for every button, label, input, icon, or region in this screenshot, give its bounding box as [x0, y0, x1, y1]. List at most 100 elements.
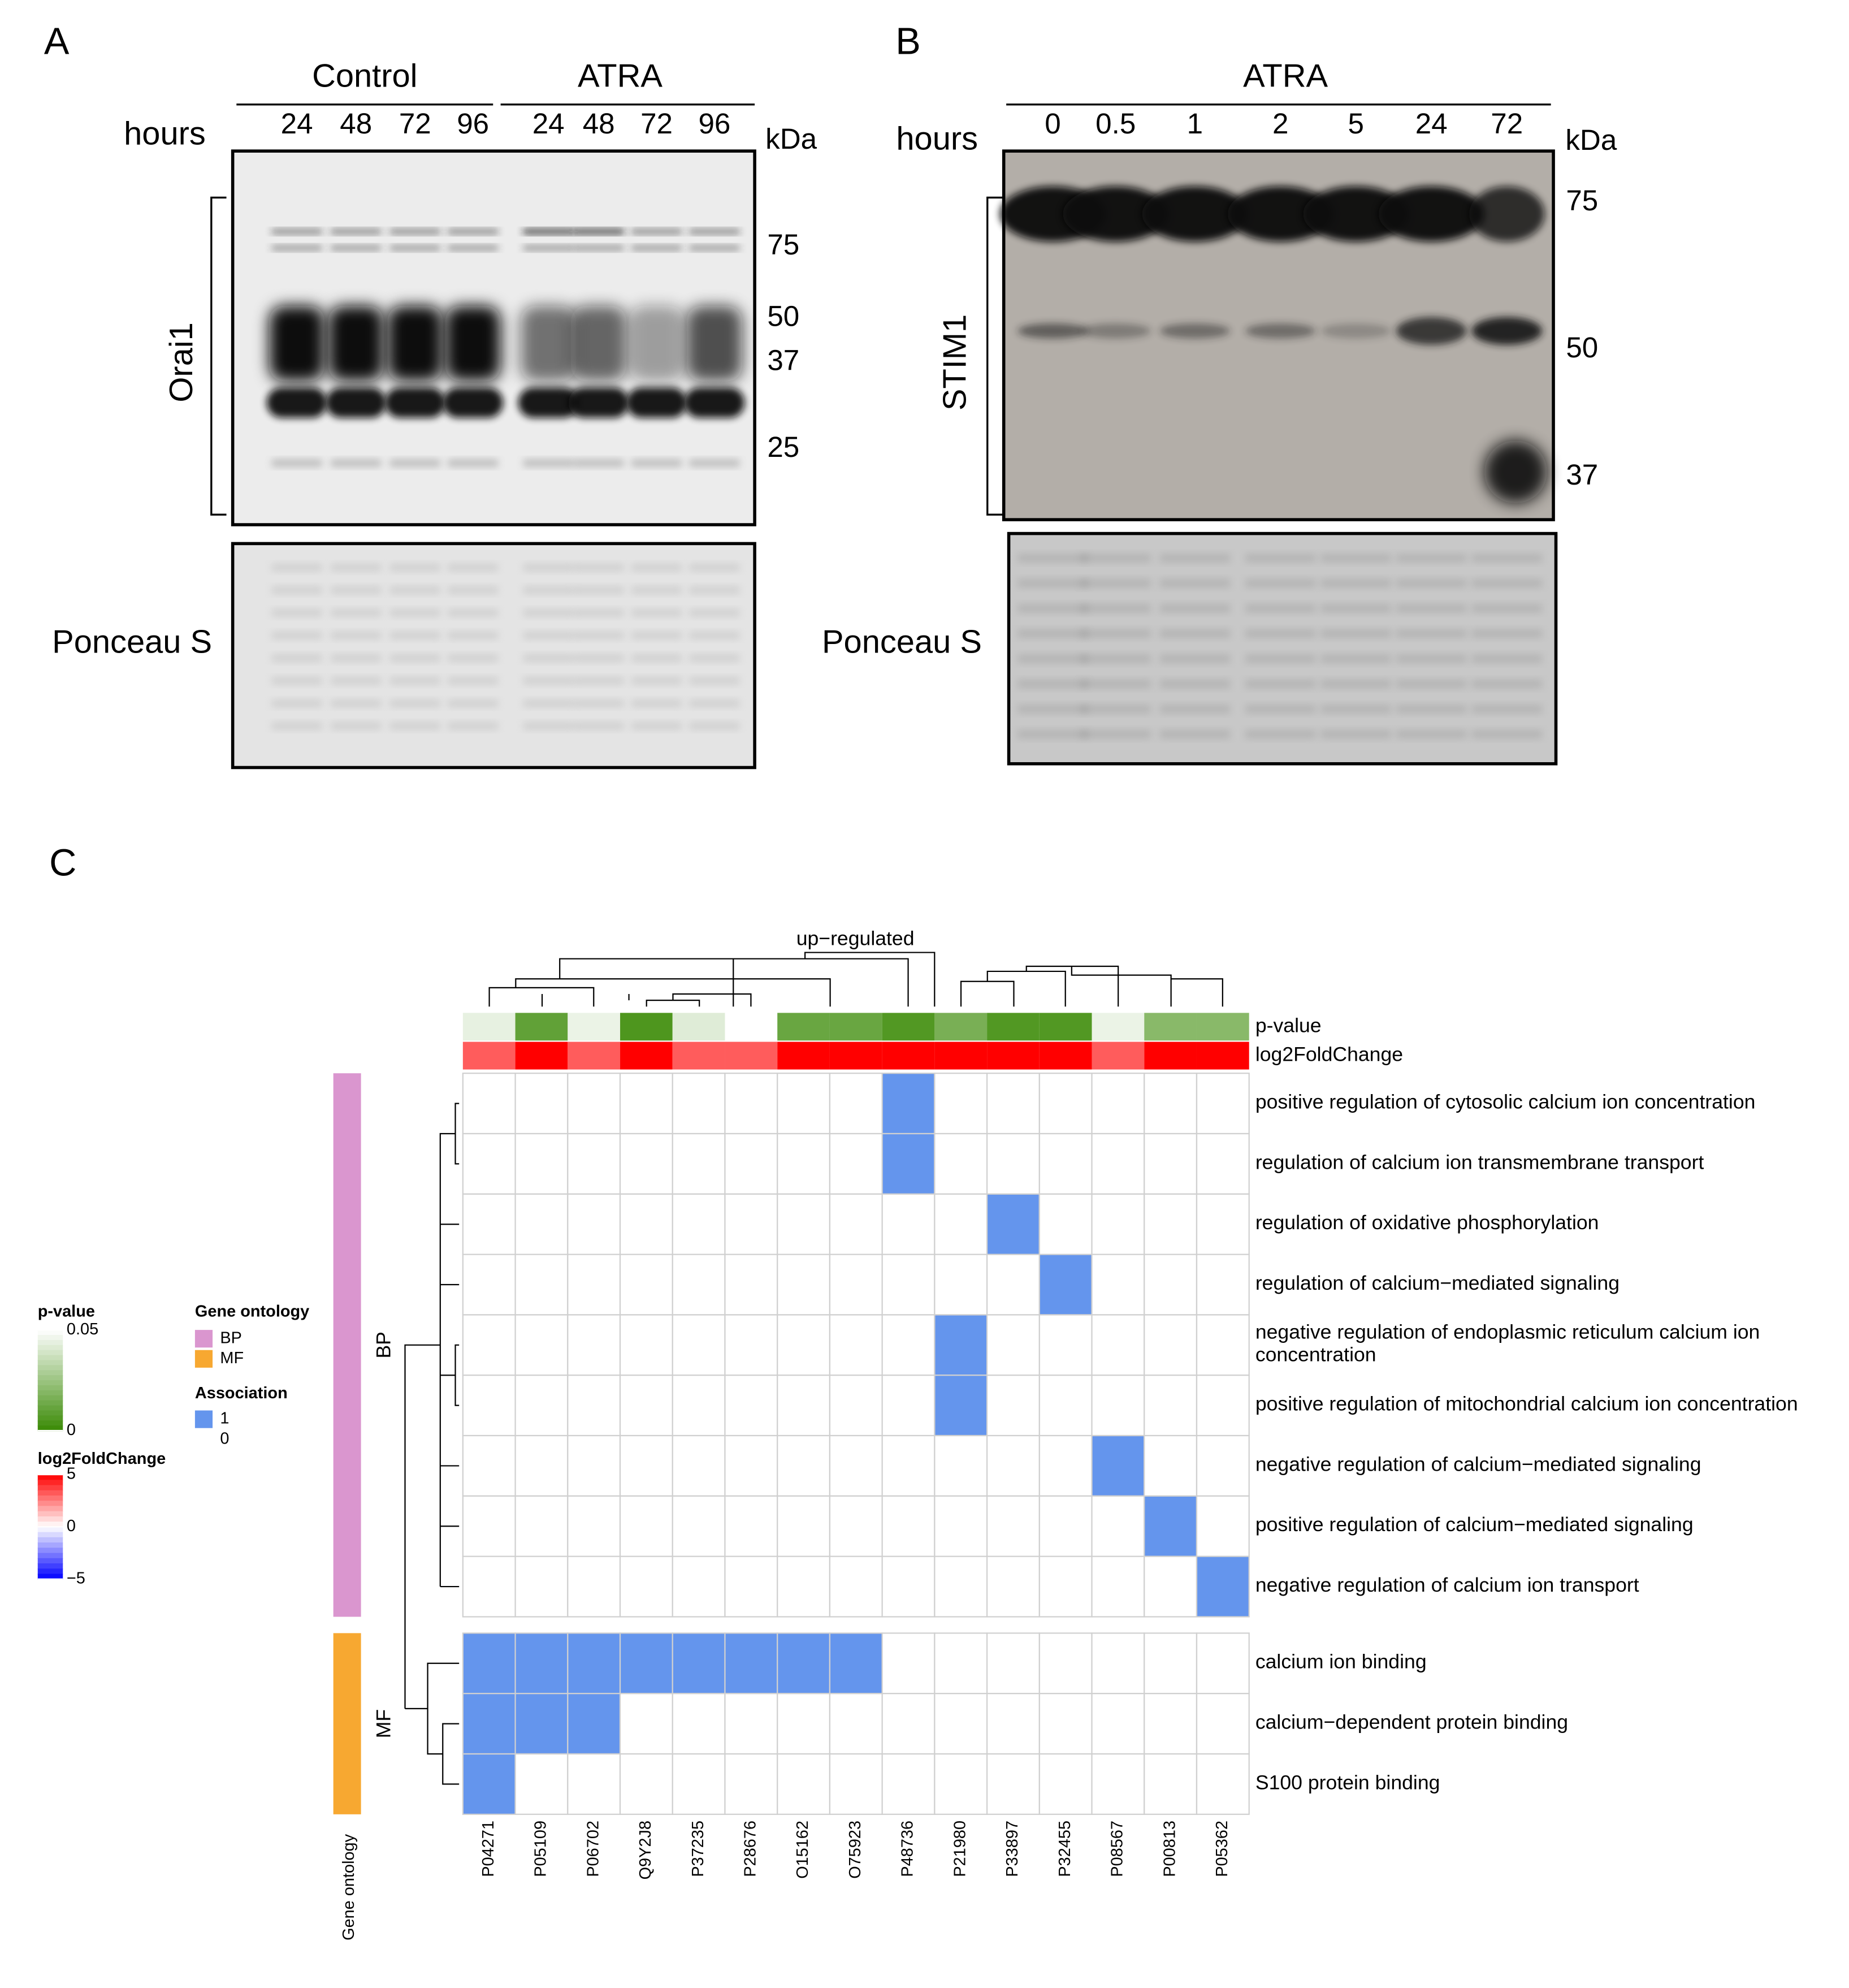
stain [1080, 554, 1151, 563]
lane-label: 5 [1348, 107, 1364, 140]
heatmap-cell [881, 1495, 936, 1557]
band [1303, 186, 1409, 242]
stain [631, 563, 682, 572]
heatmap-cell [1196, 1193, 1250, 1255]
legend-title: Gene ontology [195, 1303, 309, 1321]
stain [631, 677, 682, 685]
stain [331, 699, 382, 707]
heatmap-cell [777, 1073, 831, 1135]
stain [1080, 679, 1151, 689]
stain [573, 722, 624, 730]
heatmap-cell [829, 1693, 883, 1755]
hours-label: hours [896, 121, 978, 157]
heatmap-cell [514, 1375, 569, 1437]
legend-gradient [37, 1380, 63, 1386]
band [1245, 323, 1316, 339]
annotation-label: log2FoldChange [1255, 1043, 1403, 1065]
stain [1245, 729, 1316, 739]
legend-label: BP [220, 1329, 242, 1347]
annotation-cell [1092, 1041, 1145, 1070]
annotation-cell [462, 1041, 516, 1070]
legend-gradient [37, 1522, 63, 1528]
heatmap-cell [934, 1254, 988, 1316]
band [521, 305, 577, 382]
stain [1017, 604, 1088, 613]
heatmap-cell [881, 1193, 936, 1255]
stain [1080, 578, 1151, 588]
stain [1245, 679, 1316, 689]
legend-gradient [37, 1558, 63, 1565]
column-label: O15162 [794, 1821, 812, 1879]
heatmap-cell [1038, 1555, 1093, 1618]
heatmap-cell [829, 1133, 883, 1195]
heatmap-cell [1144, 1753, 1198, 1815]
annotation-cell [829, 1041, 882, 1070]
heatmap-cell [619, 1133, 673, 1195]
annotation-cell [882, 1013, 935, 1041]
heatmap-cell [777, 1495, 831, 1557]
heatmap-cell [934, 1693, 988, 1755]
heatmap-cell [934, 1632, 988, 1695]
column-label: P37235 [689, 1821, 707, 1877]
heatmap-cell [672, 1254, 726, 1316]
annotation-cell [568, 1013, 621, 1041]
blot-a [232, 151, 755, 525]
legend-swatch [194, 1330, 213, 1348]
annotation-cell [620, 1041, 673, 1070]
heatmap-cell [619, 1632, 673, 1695]
stain [448, 677, 499, 685]
heatmap-cell [1091, 1254, 1145, 1316]
group-label: MF [372, 1709, 395, 1738]
stain [523, 699, 574, 707]
heatmap-cell [777, 1693, 831, 1755]
heatmap-cell [777, 1254, 831, 1316]
panel-label: A [44, 21, 70, 63]
stain [1396, 554, 1467, 563]
column-label: P05109 [532, 1821, 550, 1877]
band [448, 229, 499, 234]
band [631, 245, 682, 250]
heatmap-cell [462, 1693, 516, 1755]
stain [331, 677, 382, 685]
legend-gradient [37, 1385, 63, 1391]
row-label-box: negative regulation of endoplasmic retic… [1255, 1323, 1760, 1367]
band [269, 305, 325, 382]
stain [448, 632, 499, 639]
band [629, 305, 685, 382]
stain [1396, 654, 1467, 663]
legend-gradient [37, 1365, 63, 1371]
stain [1159, 705, 1231, 714]
stain [1320, 629, 1392, 638]
legend-label: MF [220, 1349, 244, 1367]
heatmap-cell [1091, 1434, 1145, 1497]
band [326, 387, 387, 418]
heatmap-cell [1196, 1133, 1250, 1195]
lane-label: 0 [1045, 107, 1060, 140]
stain [523, 632, 574, 639]
annotation-cell [725, 1041, 778, 1070]
stain [271, 563, 322, 572]
stain [1471, 629, 1543, 638]
heatmap-cell [986, 1193, 1040, 1255]
heatmap-cell [881, 1434, 936, 1497]
heatmap-cell [724, 1375, 778, 1437]
stain [389, 632, 440, 639]
row-label-box: regulation of calcium ion transmembrane … [1255, 1152, 1704, 1174]
heatmap-cell [462, 1434, 516, 1497]
legend-gradient [37, 1480, 63, 1486]
annotation-cell [1039, 1041, 1092, 1070]
stain [523, 563, 574, 572]
heatmap-cell [1196, 1555, 1250, 1618]
stain [1471, 604, 1543, 613]
stain [523, 654, 574, 662]
stain [331, 563, 382, 572]
lane-label: 24 [532, 107, 565, 140]
legend-title: log2FoldChange [38, 1450, 166, 1468]
stain [1245, 654, 1316, 663]
stain [389, 722, 440, 730]
band [271, 229, 322, 234]
heatmap-cell [672, 1073, 726, 1135]
heatmap-cell [567, 1753, 621, 1815]
legend-gradient [37, 1335, 63, 1341]
